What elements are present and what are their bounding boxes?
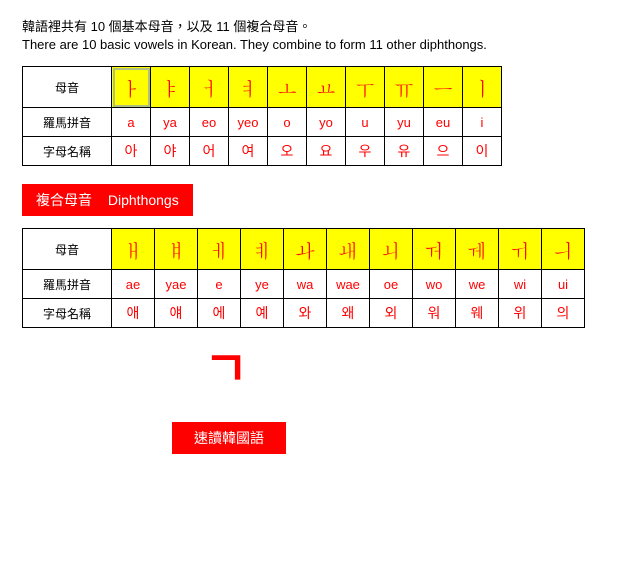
roman-cell: eo	[190, 108, 229, 137]
name-cell: 웨	[456, 299, 499, 328]
table-row: 羅馬拼音 ae yae e ye wa wae oe wo we wi ui	[23, 270, 585, 299]
roman-cell: we	[456, 270, 499, 299]
roman-cell: wo	[413, 270, 456, 299]
name-cell: 예	[241, 299, 284, 328]
row-label-vowel: 母音	[23, 229, 112, 270]
vowel-glyph: ㅝ	[413, 229, 456, 270]
name-cell: 여	[229, 137, 268, 166]
name-cell: 애	[112, 299, 155, 328]
vowel-glyph: ㅓ	[190, 67, 229, 108]
vowel-glyph: ㅑ	[151, 67, 190, 108]
vowel-glyph: ㅜ	[346, 67, 385, 108]
roman-cell: u	[346, 108, 385, 137]
name-cell: 이	[463, 137, 502, 166]
name-cell: 우	[346, 137, 385, 166]
roman-cell: eu	[424, 108, 463, 137]
vowel-glyph: ㅗ	[268, 67, 307, 108]
roman-cell: oe	[370, 270, 413, 299]
vowel-glyph: ㅡ	[424, 67, 463, 108]
name-cell: 에	[198, 299, 241, 328]
intro-en: There are 10 basic vowels in Korean. The…	[22, 37, 603, 52]
name-cell: 얘	[155, 299, 198, 328]
bottom-banner: 速讀韓國語	[172, 422, 286, 454]
row-label-roman: 羅馬拼音	[23, 270, 112, 299]
name-cell: 왜	[327, 299, 370, 328]
row-label-roman: 羅馬拼音	[23, 108, 112, 137]
row-label-name: 字母名稱	[23, 299, 112, 328]
table-row: 字母名稱 애 얘 에 예 와 왜 외 워 웨 위 의	[23, 299, 585, 328]
roman-cell: ae	[112, 270, 155, 299]
vowel-glyph: ㅛ	[307, 67, 346, 108]
roman-cell: ye	[241, 270, 284, 299]
name-cell: 야	[151, 137, 190, 166]
table-row: 字母名稱 아 야 어 여 오 요 우 유 으 이	[23, 137, 502, 166]
name-cell: 요	[307, 137, 346, 166]
vowel-glyph: ㅖ	[241, 229, 284, 270]
section-en: Diphthongs	[108, 192, 179, 208]
roman-cell: yo	[307, 108, 346, 137]
roman-cell: ya	[151, 108, 190, 137]
vowel-glyph: ㅔ	[198, 229, 241, 270]
vowel-glyph: ㅙ	[327, 229, 370, 270]
roman-cell: wi	[499, 270, 542, 299]
name-cell: 위	[499, 299, 542, 328]
vowel-glyph: ㅟ	[499, 229, 542, 270]
name-cell: 워	[413, 299, 456, 328]
name-cell: 외	[370, 299, 413, 328]
name-cell: 오	[268, 137, 307, 166]
intro-cn: 韓語裡共有 10 個基本母音，以及 11 個複合母音。	[22, 16, 603, 35]
roman-cell: ui	[542, 270, 585, 299]
vowel-glyph: ㅢ	[542, 229, 585, 270]
vowel-glyph: ㅏ	[112, 67, 151, 108]
name-cell: 유	[385, 137, 424, 166]
large-glyph: ㄱ	[204, 346, 603, 394]
vowel-glyph: ㅐ	[112, 229, 155, 270]
roman-cell: e	[198, 270, 241, 299]
table-row: 母音 ㅐ ㅒ ㅔ ㅖ ㅘ ㅙ ㅚ ㅝ ㅞ ㅟ ㅢ	[23, 229, 585, 270]
vowel-glyph: ㅣ	[463, 67, 502, 108]
roman-cell: wa	[284, 270, 327, 299]
vowel-glyph: ㅕ	[229, 67, 268, 108]
name-cell: 의	[542, 299, 585, 328]
name-cell: 아	[112, 137, 151, 166]
roman-cell: yeo	[229, 108, 268, 137]
name-cell: 어	[190, 137, 229, 166]
vowel-glyph: ㅒ	[155, 229, 198, 270]
name-cell: 와	[284, 299, 327, 328]
diphthong-table: 母音 ㅐ ㅒ ㅔ ㅖ ㅘ ㅙ ㅚ ㅝ ㅞ ㅟ ㅢ 羅馬拼音 ae yae e y…	[22, 228, 585, 328]
vowel-glyph: ㅚ	[370, 229, 413, 270]
vowel-glyph: ㅠ	[385, 67, 424, 108]
vowel-glyph: ㅞ	[456, 229, 499, 270]
roman-cell: a	[112, 108, 151, 137]
row-label-name: 字母名稱	[23, 137, 112, 166]
roman-cell: yae	[155, 270, 198, 299]
name-cell: 으	[424, 137, 463, 166]
roman-cell: i	[463, 108, 502, 137]
section-cn: 複合母音	[36, 192, 92, 208]
table-row: 母音 ㅏ ㅑ ㅓ ㅕ ㅗ ㅛ ㅜ ㅠ ㅡ ㅣ	[23, 67, 502, 108]
roman-cell: o	[268, 108, 307, 137]
row-label-vowel: 母音	[23, 67, 112, 108]
diphthong-heading: 複合母音 Diphthongs	[22, 184, 193, 216]
basic-vowel-table: 母音 ㅏ ㅑ ㅓ ㅕ ㅗ ㅛ ㅜ ㅠ ㅡ ㅣ 羅馬拼音 a ya eo yeo …	[22, 66, 502, 166]
table-row: 羅馬拼音 a ya eo yeo o yo u yu eu i	[23, 108, 502, 137]
vowel-glyph: ㅘ	[284, 229, 327, 270]
roman-cell: yu	[385, 108, 424, 137]
roman-cell: wae	[327, 270, 370, 299]
